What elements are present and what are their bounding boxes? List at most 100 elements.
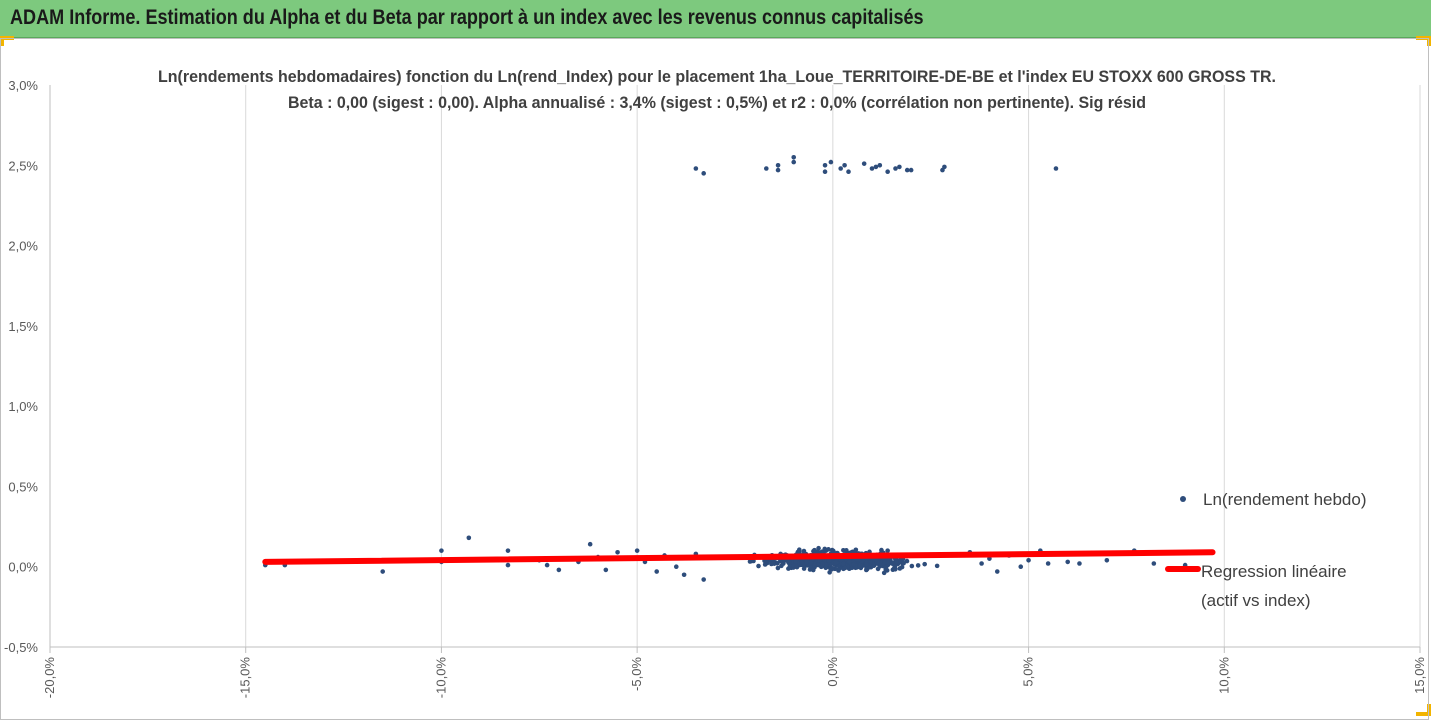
y-tick-label: 3,0% [8,78,38,93]
data-point [1104,557,1110,563]
data-point [842,162,847,168]
data-point [873,557,879,563]
data-point [882,560,888,565]
data-point [838,166,843,171]
data-point [830,565,835,571]
x-tick-label: 15,0% [1412,657,1427,694]
data-point [791,159,797,165]
data-point [544,562,550,568]
data-point [794,564,800,570]
data-point [822,169,828,175]
y-tick-label: 0,5% [8,479,38,494]
regression-line [262,549,1216,565]
x-tick-label: -10,0% [433,657,448,699]
data-point [439,548,444,553]
data-point [1018,564,1024,570]
data-point [904,167,910,173]
chart-frame [0,38,1429,720]
x-tick-label: -15,0% [238,657,253,699]
data-point [775,167,781,173]
data-point [769,561,774,567]
legend-label-points: Ln(rendement hebdo) [1203,490,1367,509]
data-point [847,559,852,565]
data-point [842,565,848,571]
data-point [815,562,821,568]
data-point [885,548,890,553]
chart-title: Ln(rendements hebdomadaires) fonction du… [158,67,1276,86]
data-point [833,560,839,566]
data-point [556,567,562,573]
data-point [897,566,903,571]
data-point [793,559,799,564]
corner-marker-top-right-side [1427,36,1431,46]
data-point [775,565,781,571]
data-point [791,154,797,160]
x-tick-label: 10,0% [1216,657,1231,694]
data-point [1026,557,1031,563]
data-point [775,162,781,168]
data-point [808,565,814,571]
legend-marker-points [1180,496,1186,502]
data-point [380,569,386,574]
data-point [822,162,828,168]
data-point [799,560,804,565]
data-point [934,563,940,569]
data-point [827,570,832,575]
data-point [846,169,851,175]
data-point [587,541,593,547]
y-tick-label: -0,5% [4,640,38,655]
x-tick-label: 5,0% [1021,657,1036,687]
data-point [693,166,699,171]
regression-layer [262,549,1216,565]
data-point [908,167,914,173]
legend-label-regression-line2: (actif vs index) [1201,591,1311,610]
y-tick-label: 2,0% [8,239,38,254]
y-tick-label: 0,0% [8,560,38,575]
data-point [892,564,898,569]
data-point [801,548,807,554]
data-point [873,164,879,170]
data-point [826,547,831,552]
data-point [844,548,849,553]
data-point [868,560,874,565]
x-tick-label: -5,0% [629,657,644,691]
chart-subtitle: Beta : 0,00 (sigest : 0,00). Alpha annua… [288,93,1146,112]
data-point [505,562,511,568]
legend-label-regression-line1: Regression linéaire [1201,562,1347,581]
data-point [786,559,792,565]
data-point [826,558,832,564]
corner-marker-bottom-right-side [1427,704,1431,716]
data-point [701,577,706,582]
data-point [922,561,927,567]
x-tick-label: 0,0% [825,657,840,687]
data-point [654,569,660,574]
data-point [942,164,947,170]
data-point [1151,561,1157,566]
data-point [812,547,817,553]
data-point [885,560,891,566]
data-point [796,547,802,552]
data-point [877,162,883,168]
data-point [1045,561,1051,566]
y-tick-label: 1,5% [8,319,38,334]
report-title: ADAM Informe. Estimation du Alpha et du … [10,6,924,29]
data-point [901,560,906,566]
data-point [904,558,910,564]
data-point [828,159,834,165]
report-banner: ADAM Informe. Estimation du Alpha et du … [0,0,1431,38]
data-point [909,563,915,569]
corner-marker-bottom-right [1416,712,1431,716]
data-point [994,569,1000,574]
data-point [615,549,620,555]
data-point [851,562,857,567]
x-tick-label: -20,0% [42,657,57,699]
data-point [756,563,761,569]
data-point [634,548,640,553]
data-point [807,560,813,565]
data-point [804,559,809,565]
data-point [822,546,828,552]
data-point [1053,166,1059,171]
data-point [864,562,869,568]
data-point [979,561,984,566]
